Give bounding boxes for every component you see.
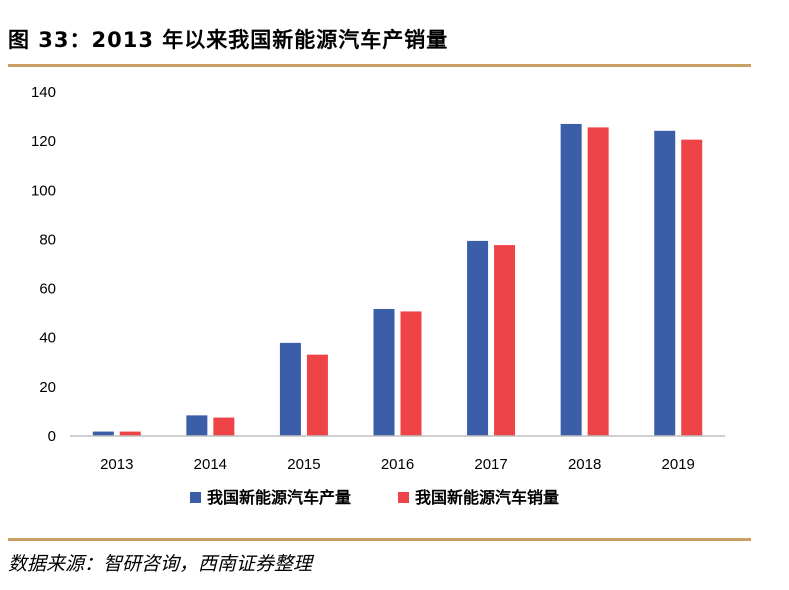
bar-2017-series-1: [467, 240, 489, 436]
x-tick-label: 2014: [194, 456, 227, 473]
bar-2014-series-2: [213, 417, 235, 436]
bars: [92, 123, 703, 436]
bar-2013-series-1: [92, 431, 114, 436]
y-tick-label: 140: [31, 84, 56, 101]
legend-swatch-2: [398, 492, 409, 503]
y-tick-label: 40: [39, 330, 56, 347]
bar-2019-series-1: [654, 130, 676, 436]
y-axis: 0 20 40 60 80 100 120 140: [31, 84, 56, 445]
x-tick-label: 2019: [662, 456, 695, 473]
bar-2013-series-2: [119, 431, 141, 436]
chart-area: 0 20 40 60 80 100 120 140 2013 2014 2015 2016 2017 2…: [0, 70, 789, 535]
legend-label-2: 我国新能源汽车销量: [415, 488, 559, 507]
y-tick-label: 120: [31, 133, 56, 150]
x-tick-label: 2018: [568, 456, 601, 473]
bar-2015-series-1: [279, 342, 301, 436]
bar-2018-series-2: [587, 127, 609, 436]
bar-2015-series-2: [306, 354, 328, 436]
title-divider: [8, 64, 751, 67]
bar-2019-series-2: [681, 139, 703, 436]
y-tick-label: 20: [39, 379, 56, 396]
y-tick-label: 100: [31, 182, 56, 199]
source-divider: [8, 538, 751, 541]
x-tick-label: 2017: [474, 456, 507, 473]
legend: 我国新能源汽车产量 我国新能源汽车销量: [190, 488, 559, 507]
y-tick-label: 80: [39, 231, 56, 248]
legend-swatch-1: [190, 492, 201, 503]
x-tick-label: 2015: [287, 456, 320, 473]
x-tick-label: 2016: [381, 456, 414, 473]
bar-2014-series-1: [186, 415, 208, 436]
bar-2017-series-2: [494, 245, 516, 436]
y-tick-label: 0: [48, 428, 56, 445]
legend-label-1: 我国新能源汽车产量: [207, 488, 351, 507]
bar-2016-series-2: [400, 311, 422, 436]
x-axis: 2013 2014 2015 2016 2017 2018 2019: [70, 435, 725, 473]
bar-2018-series-1: [560, 123, 582, 436]
x-tick-label: 2013: [100, 456, 133, 473]
y-tick-label: 60: [39, 281, 56, 298]
source-note: 数据来源：智研咨询，西南证券整理: [8, 553, 313, 575]
bar-2016-series-1: [373, 308, 395, 436]
figure-title: 图 33：2013 年以来我国新能源汽车产销量: [8, 28, 449, 52]
